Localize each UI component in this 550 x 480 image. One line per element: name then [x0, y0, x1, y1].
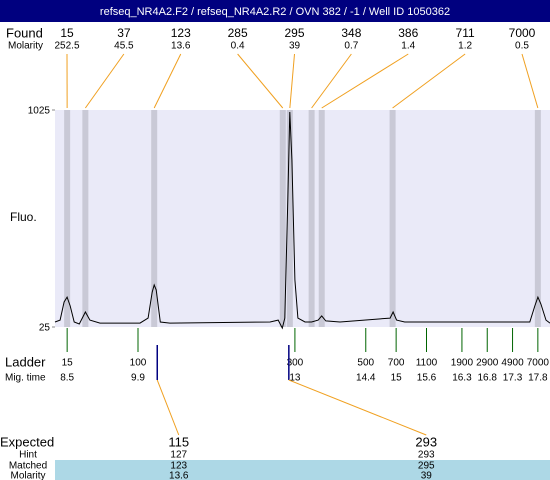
trace	[54, 111, 550, 330]
mig-time-label: Mig. time	[5, 373, 46, 384]
ladder-size: 100	[130, 358, 147, 369]
found-connector	[392, 53, 466, 109]
found-connector	[84, 53, 125, 109]
found-band	[286, 110, 293, 327]
ladder-size: 4900	[501, 358, 524, 369]
ladder-size: 500	[357, 358, 374, 369]
found-molarity: 13.6	[171, 41, 191, 52]
expected-size: 115	[168, 434, 189, 449]
found-size: 386	[398, 26, 418, 40]
found-band	[82, 110, 89, 327]
found-connector	[521, 53, 539, 109]
ladder-time: 9.9	[131, 373, 145, 384]
matched-label: Matched	[9, 461, 47, 472]
expected-molarity: 13.6	[169, 471, 189, 480]
found-connector	[237, 53, 284, 109]
expected-label: Expected	[0, 434, 54, 449]
y-tick-label: 1025	[28, 106, 51, 117]
ladder-size: 700	[388, 358, 405, 369]
found-band	[389, 110, 396, 327]
expected-size: 293	[415, 434, 437, 449]
header-title: refseq_NR4A2.F2 / refseq_NR4A2.R2 / OVN …	[100, 6, 450, 18]
ladder-time: 16.3	[452, 373, 472, 384]
found-molarity: 45.5	[114, 41, 134, 52]
ladder-time: 13	[289, 373, 301, 384]
ladder-label: Ladder	[5, 354, 46, 369]
molarity-label: Molarity	[8, 41, 43, 52]
found-connector	[153, 53, 182, 109]
ladder-size: 7000	[527, 358, 550, 369]
molarity-row-label: Molarity	[10, 471, 45, 480]
ladder-size: 15	[62, 358, 74, 369]
found-size: 295	[284, 26, 304, 40]
found-size: 15	[60, 26, 74, 40]
found-size: 7000	[509, 26, 536, 40]
found-molarity: 0.7	[344, 41, 358, 52]
found-molarity: 0.4	[231, 41, 245, 52]
ladder-time: 14.4	[356, 373, 376, 384]
plot-area	[55, 110, 550, 327]
found-connector	[289, 53, 295, 109]
expected-connector	[288, 379, 427, 436]
expected-matched: 123	[170, 461, 187, 472]
y-axis-label: Fluo.	[10, 210, 37, 224]
ladder-time: 15	[391, 373, 403, 384]
ladder-time: 8.5	[60, 373, 74, 384]
expected-molarity: 39	[421, 471, 433, 480]
expected-connector	[156, 379, 180, 436]
ladder-size: 1100	[416, 358, 438, 369]
header-bar	[0, 0, 550, 22]
matched-row-bg	[55, 460, 550, 480]
found-label: Found	[6, 25, 43, 40]
ladder-time: 17.3	[503, 373, 523, 384]
ladder-time: 15.6	[417, 373, 437, 384]
found-connector	[311, 53, 352, 109]
found-band	[308, 110, 315, 327]
found-molarity: 39	[289, 41, 301, 52]
found-band	[318, 110, 325, 327]
ladder-size: 300	[287, 358, 304, 369]
hint-label: Hint	[19, 450, 37, 461]
found-molarity: 252.5	[54, 41, 79, 52]
y-tick-label: 25	[39, 323, 51, 334]
found-connector	[321, 53, 409, 109]
found-band	[534, 110, 541, 327]
expected-matched: 295	[418, 461, 435, 472]
expected-hint: 127	[170, 450, 187, 461]
found-size: 123	[171, 26, 191, 40]
found-band	[279, 110, 286, 327]
found-size: 37	[117, 26, 131, 40]
found-molarity: 1.4	[401, 41, 415, 52]
found-molarity: 0.5	[515, 41, 529, 52]
found-band	[151, 110, 158, 327]
ladder-size: 2900	[476, 358, 499, 369]
ladder-time: 17.8	[528, 373, 548, 384]
found-size: 348	[341, 26, 361, 40]
found-molarity: 1.2	[458, 41, 472, 52]
ladder-time: 16.8	[478, 373, 498, 384]
expected-hint: 293	[418, 450, 435, 461]
ladder-size: 1900	[451, 358, 474, 369]
found-size: 285	[228, 26, 248, 40]
found-band	[64, 110, 71, 327]
found-size: 711	[456, 26, 475, 40]
